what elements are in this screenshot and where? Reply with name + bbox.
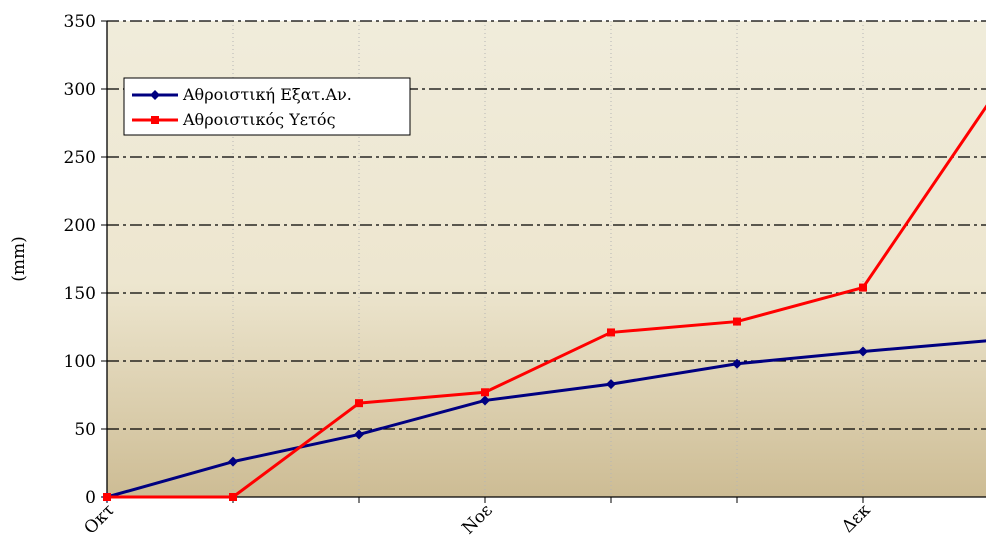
- data-point-square: [733, 317, 741, 326]
- data-point-square: [229, 493, 237, 501]
- legend-marker-diamond: [150, 90, 160, 100]
- vertical-gridlines: [232, 21, 864, 497]
- x-tick-labels: Οκτ Νοε Δεκ: [80, 500, 874, 538]
- data-point-square: [103, 493, 111, 501]
- data-point-square: [607, 328, 615, 337]
- legend-label: Αθροιστικός Υετός: [182, 110, 336, 129]
- series-group: [102, 104, 986, 502]
- x-tick-label: Νοε: [458, 500, 496, 538]
- y-tick-label: 0: [85, 488, 96, 508]
- series-line-1: [106, 339, 986, 499]
- data-point-diamond: [228, 456, 238, 467]
- y-tick-label: 100: [64, 352, 96, 372]
- y-axis-title: (mm): [9, 236, 29, 282]
- data-point-diamond: [354, 429, 364, 440]
- data-point-diamond: [480, 395, 490, 406]
- legend-box: [123, 77, 411, 136]
- legend: Αθροιστική Εξατ.Αν. Αθροιστικός Υετός: [123, 77, 411, 136]
- y-tick-label: 300: [64, 80, 96, 100]
- x-tick-label: Δεκ: [838, 500, 875, 537]
- y-tick-label: 200: [64, 216, 96, 236]
- y-tick-label: 50: [74, 420, 96, 440]
- data-point-diamond: [858, 346, 868, 357]
- horizontal-gridlines: [101, 20, 986, 498]
- data-point-diamond: [732, 358, 742, 369]
- series-line-2: [107, 104, 986, 499]
- y-tick-label: 250: [64, 148, 96, 168]
- data-point-diamond: [606, 379, 616, 390]
- data-point-square: [481, 388, 489, 397]
- y-tick-label: 350: [64, 12, 96, 32]
- legend-marker-square: [151, 116, 159, 124]
- y-tick-labels: 0 50 100 150 200 250 300 350: [64, 12, 96, 508]
- y-tick-label: 150: [64, 284, 96, 304]
- data-point-square: [859, 283, 867, 292]
- axes: [106, 21, 986, 503]
- data-point-square: [355, 399, 363, 408]
- legend-label: Αθροιστική Εξατ.Αν.: [182, 85, 352, 104]
